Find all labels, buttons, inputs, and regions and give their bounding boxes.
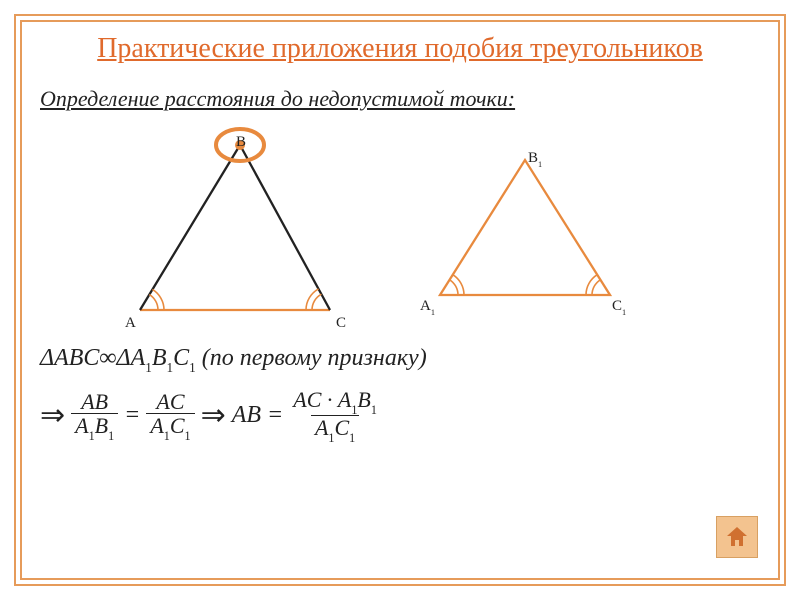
equals-2: =: [267, 399, 283, 433]
formula-line-1: ΔABC∞ΔA1B1C1 (по первому признаку): [40, 342, 760, 376]
vertex-label-a1: A1: [420, 298, 435, 316]
similarity-note: (по первому признаку): [202, 342, 427, 376]
ab-equals: AB: [232, 399, 261, 433]
frac-ab-over-a1b1: AB A1B1: [71, 390, 118, 441]
slide-subtitle: Определение расстояния до недопустимой т…: [40, 86, 760, 112]
slide-content: Практические приложения подобия треуголь…: [40, 30, 760, 443]
triangles-svg: [40, 120, 740, 330]
slide-title: Практические приложения подобия треуголь…: [40, 30, 760, 68]
formula-line-2: ⇒ AB A1B1 = AC A1C1 ⇒ AB = AC · A1B1 A1C…: [40, 388, 760, 443]
implies-symbol: ⇒: [40, 395, 65, 437]
implies-symbol-2: ⇒: [201, 395, 226, 437]
vertex-label-a: A: [125, 315, 136, 332]
home-button[interactable]: [716, 516, 758, 558]
vertex-label-b: B: [236, 134, 246, 151]
frac-result: AC · A1B1 A1C1: [289, 388, 381, 443]
similarity-statement: ΔABC∞ΔA1B1C1: [40, 342, 196, 376]
frac-ac-over-a1c1: AC A1C1: [146, 390, 194, 441]
home-icon: [724, 524, 750, 550]
diagrams-area: A B C A1 B1 C1: [40, 120, 740, 330]
vertex-label-c1: C1: [612, 298, 626, 316]
equals-1: =: [124, 399, 140, 433]
vertex-label-c: C: [336, 315, 346, 332]
formula-block: ΔABC∞ΔA1B1C1 (по первому признаку) ⇒ AB …: [40, 342, 760, 443]
vertex-label-b1: B1: [528, 150, 542, 168]
